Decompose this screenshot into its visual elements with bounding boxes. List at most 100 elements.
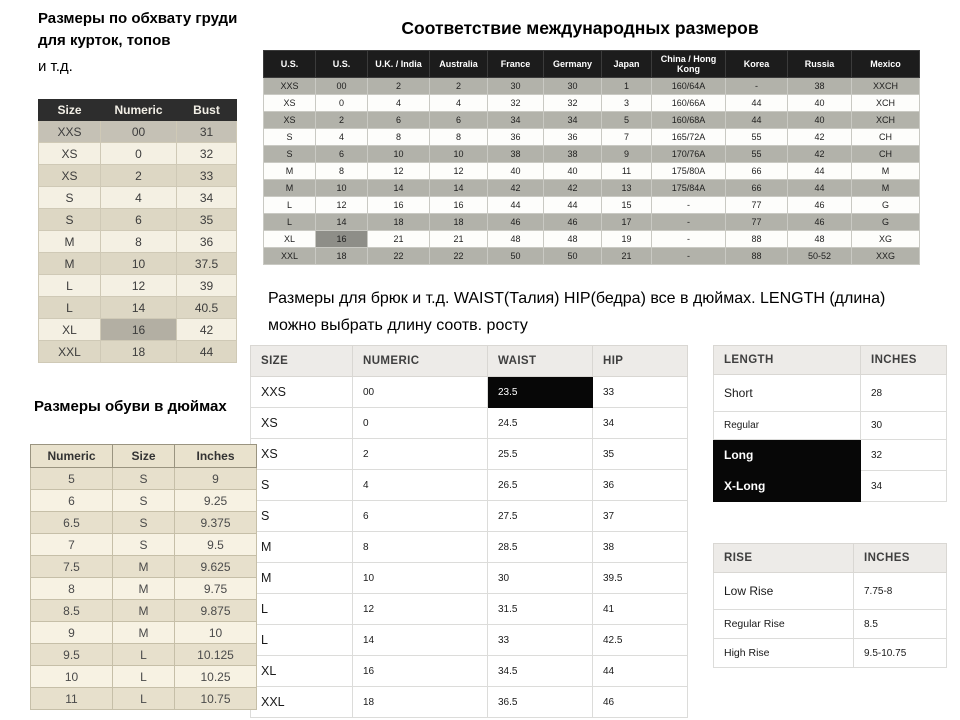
table-cell: 10.125 (174, 643, 257, 666)
table-cell: 16 (315, 230, 368, 248)
table-row: 9.5 L 10.125 (30, 643, 257, 666)
table-cell: 77 (725, 196, 788, 214)
table-cell: 10 (100, 252, 177, 275)
table-cell: 44 (725, 94, 788, 112)
table-row: XL 16 34.5 44 (250, 655, 688, 687)
table-row: S 4 8 8 36 36 7 165/72A 55 42 CH (263, 128, 920, 146)
table-row: L 12 16 16 44 44 15-77 46 G (263, 196, 920, 214)
table-cell: Regular (713, 411, 861, 440)
table-cell: XL (38, 318, 101, 341)
column-header: Bust (176, 99, 237, 121)
table-row: XS 0 4 4 32 32 3 160/66A 44 40 XCH (263, 94, 920, 112)
table-cell: 8 (30, 577, 113, 600)
table-cell: 30 (487, 77, 544, 95)
table-cell: 33 (487, 624, 593, 656)
table-row: S 4 26.5 36 (250, 469, 688, 501)
table-cell: 18 (429, 213, 488, 231)
table-cell: 39.5 (592, 562, 688, 594)
rise-table: RISE INCHES Low Rise 7.75-8 Regular Rise 8.5… (713, 543, 947, 668)
table-cell: M (38, 230, 101, 253)
column-header: Japan (601, 50, 652, 78)
table-row: XXS 00 2 2 30 30 1 160/64A -38 XXCH (263, 77, 920, 95)
table-cell: M (112, 599, 175, 622)
table-cell: 8.5 (30, 599, 113, 622)
table-cell: 9.25 (174, 489, 257, 512)
table-cell: 8 (367, 128, 430, 146)
table-row: M 8 36 (38, 230, 237, 253)
table-cell: 8 (429, 128, 488, 146)
table-row: 7.5 M 9.625 (30, 555, 257, 578)
table-cell: 50 (487, 247, 544, 265)
table-row: XS 2 33 (38, 164, 237, 187)
table-cell: 2 (352, 438, 488, 470)
table-row: Low Rise 7.75-8 (713, 572, 947, 610)
table-cell: 31.5 (487, 593, 593, 625)
table-cell: 38 (487, 145, 544, 163)
table-cell: 36.5 (487, 686, 593, 718)
table-row: Regular 30 (713, 411, 947, 440)
table-cell: 10 (174, 621, 257, 644)
table-cell: 0 (100, 142, 177, 165)
column-header: Russia (787, 50, 852, 78)
table-cell: 34 (487, 111, 544, 129)
table-cell: 4 (100, 186, 177, 209)
table-cell: 77 (725, 213, 788, 231)
table-cell: 35 (592, 438, 688, 470)
table-cell: XXL (263, 247, 316, 265)
table-cell: S (250, 469, 353, 501)
table-cell: 160/68A (651, 111, 726, 129)
table-cell: 48 (543, 230, 602, 248)
table-cell: 9.375 (174, 511, 257, 534)
table-cell: XXL (38, 340, 101, 363)
table-row: 11 L 10.75 (30, 687, 257, 710)
table-cell: 24.5 (487, 407, 593, 439)
table-cell: 66 (725, 179, 788, 197)
table-cell: 31 (176, 120, 237, 143)
bust-heading-main: Размеры по обхвату груди для курток, топ… (38, 10, 238, 49)
column-header: U.S. (315, 50, 368, 78)
table-cell: 28.5 (487, 531, 593, 563)
table-cell: 9 (30, 621, 113, 644)
table-cell: XS (263, 111, 316, 129)
table-row: XXL 18 44 (38, 340, 237, 363)
table-row: XL 16 21 21 48 48 19-88 48 XG (263, 230, 920, 248)
column-header: France (487, 50, 544, 78)
table-cell: L (38, 296, 101, 319)
table-cell: 32 (543, 94, 602, 112)
table-row: 6 S 9.25 (30, 489, 257, 512)
column-header: Mexico (851, 50, 920, 78)
international-sizes-title: Соответствие международных размеров (401, 18, 759, 38)
table-cell: 40 (543, 162, 602, 180)
table-cell: 8 (315, 162, 368, 180)
table-cell: 30 (860, 411, 947, 440)
table-cell: 00 (315, 77, 368, 95)
table-cell: 32 (860, 439, 947, 471)
table-cell: 42 (787, 145, 852, 163)
table-cell: - (651, 230, 726, 248)
column-header: Numeric (100, 99, 177, 121)
table-cell: 46 (487, 213, 544, 231)
table-cell: 12 (367, 162, 430, 180)
table-cell: XXL (250, 686, 353, 718)
table-row: S 6 10 10 38 38 9 170/76A 55 42 CH (263, 145, 920, 163)
header-row: SIZE NUMERIC WAIST HIP (250, 345, 688, 377)
table-cell: 9 (174, 467, 257, 490)
table-row: 10 L 10.25 (30, 665, 257, 688)
table-cell: XXG (851, 247, 920, 265)
table-cell: L (112, 643, 175, 666)
table-cell: 42 (487, 179, 544, 197)
table-cell: XS (38, 142, 101, 165)
table-cell: Short (713, 374, 861, 412)
table-cell: 6 (352, 500, 488, 532)
table-cell: 165/72A (651, 128, 726, 146)
table-cell: XL (250, 655, 353, 687)
column-header: WAIST (487, 345, 593, 377)
table-cell: 5 (601, 111, 652, 129)
table-cell: 38 (543, 145, 602, 163)
table-cell: 160/66A (651, 94, 726, 112)
table-cell: 4 (367, 94, 430, 112)
table-cell: 16 (429, 196, 488, 214)
table-cell: 30 (487, 562, 593, 594)
table-row: XXS 00 23.5 33 (250, 376, 688, 408)
table-row: 9 M 10 (30, 621, 257, 644)
